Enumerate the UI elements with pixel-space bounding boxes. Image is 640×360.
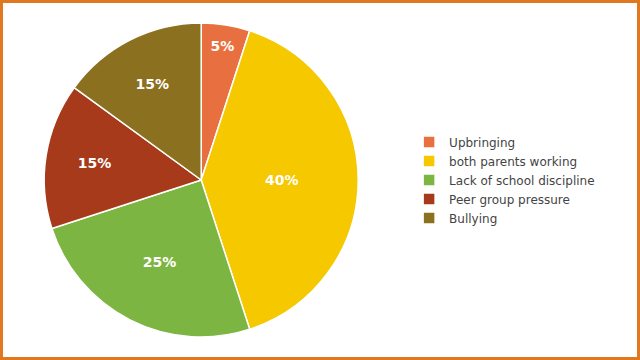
svg-text:15%: 15%	[135, 76, 169, 92]
svg-text:Upbringing: Upbringing	[449, 136, 515, 150]
svg-text:5%: 5%	[211, 38, 235, 54]
svg-text:40%: 40%	[265, 172, 299, 188]
svg-text:Bullying: Bullying	[449, 212, 497, 226]
svg-text:both parents working: both parents working	[449, 155, 577, 169]
svg-text:Lack of school discipline: Lack of school discipline	[449, 174, 594, 188]
svg-text:Peer group pressure: Peer group pressure	[449, 193, 570, 207]
svg-text:25%: 25%	[143, 254, 177, 270]
svg-text:15%: 15%	[78, 155, 112, 171]
